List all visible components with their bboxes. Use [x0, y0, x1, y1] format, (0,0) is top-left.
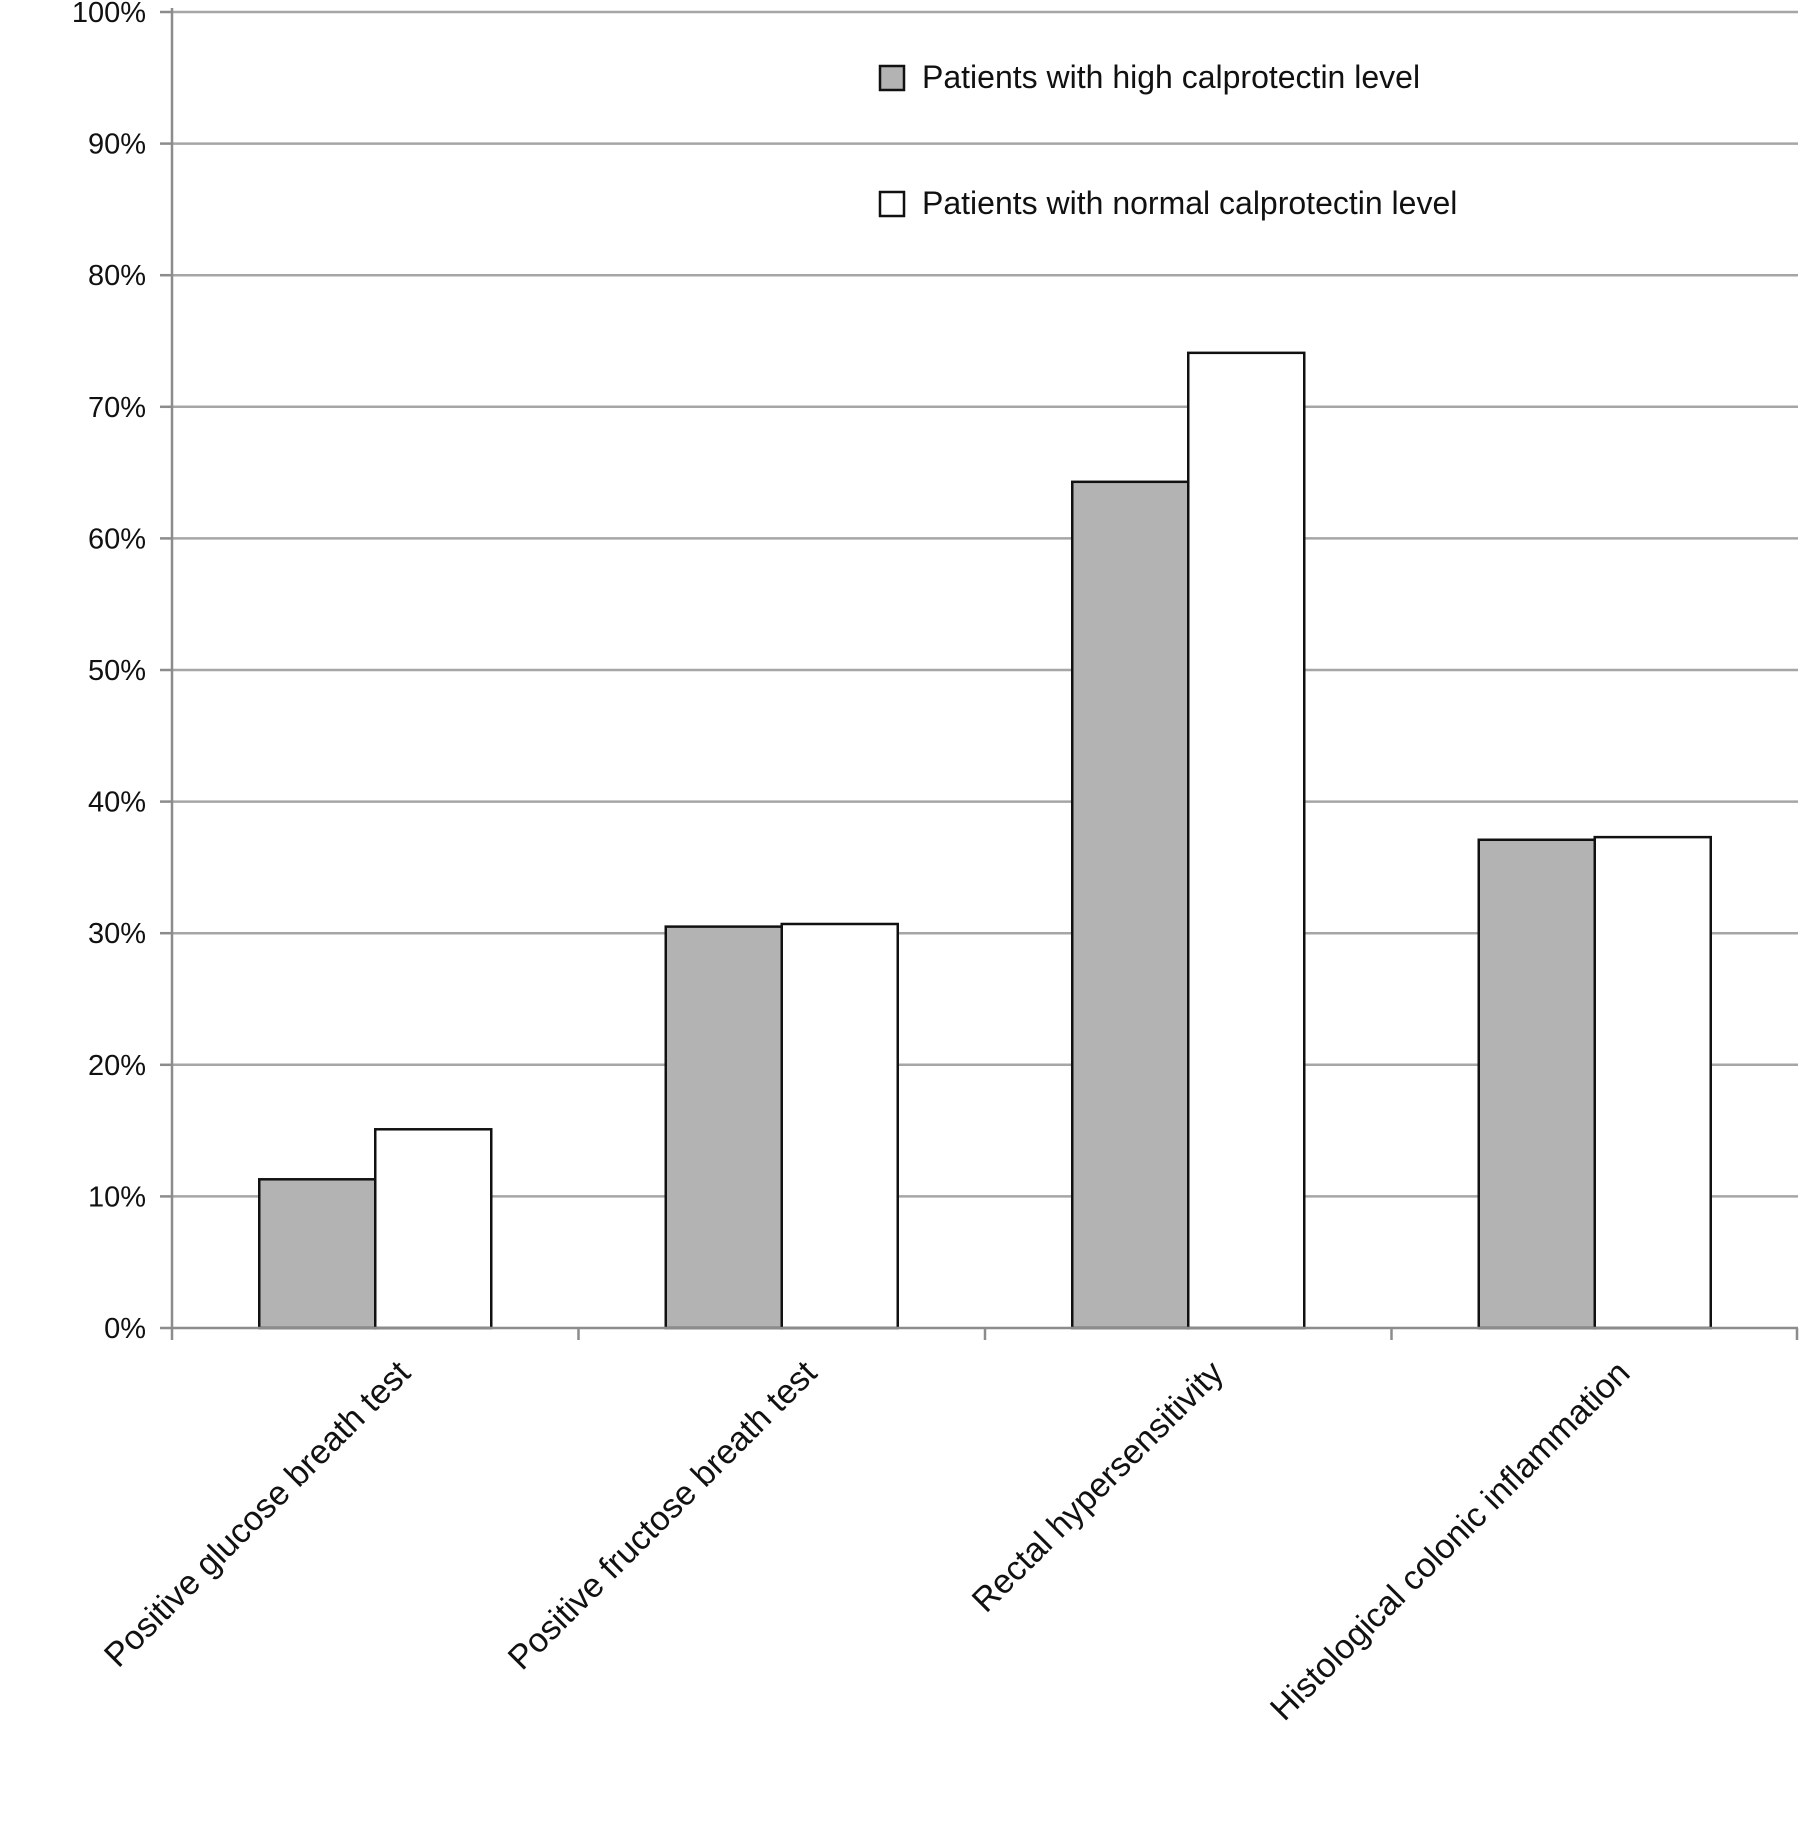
bar-high-calprotectin	[258, 1178, 377, 1330]
bar-normal-calprotectin	[780, 922, 899, 1330]
y-tick-label: 0%	[104, 1313, 146, 1345]
y-tick-label: 50%	[88, 655, 146, 687]
legend: Patients with high calprotectin level Pat…	[878, 59, 1457, 221]
y-tick-label: 20%	[88, 1050, 146, 1082]
bar-normal-calprotectin	[1593, 835, 1712, 1330]
legend-label: Patients with normal calprotectin level	[922, 185, 1457, 221]
y-tick-label: 100%	[72, 0, 146, 29]
bars	[258, 351, 1712, 1330]
y-tick-label: 80%	[88, 260, 146, 292]
x-category-label: Histological colonic inflammation	[1263, 1354, 1637, 1728]
y-tick-label: 10%	[88, 1181, 146, 1213]
axes	[170, 8, 1799, 1340]
x-category-label: Rectal hypersensitivity	[965, 1354, 1231, 1620]
bar-normal-calprotectin	[374, 1128, 493, 1330]
y-axis-ticks: 0% 10% 20% 30% 40% 50% 60% 70% 80% 90% 100%	[72, 0, 172, 1345]
y-tick-label: 90%	[88, 129, 146, 161]
gridlines	[172, 10, 1798, 1198]
legend-swatch	[878, 190, 906, 218]
y-tick-label: 30%	[88, 918, 146, 950]
bar-high-calprotectin	[664, 925, 783, 1330]
legend-label: Patients with high calprotectin level	[922, 59, 1420, 95]
x-category-label: Positive fructose breath test	[501, 1353, 825, 1677]
bar-normal-calprotectin	[1187, 351, 1306, 1330]
legend-swatch	[878, 64, 906, 92]
y-tick-label: 70%	[88, 392, 146, 424]
y-tick-label: 40%	[88, 787, 146, 819]
bar-high-calprotectin	[1071, 480, 1190, 1330]
y-tick-label: 60%	[88, 523, 146, 555]
bar-high-calprotectin	[1477, 838, 1596, 1330]
x-axis-labels: Positive glucose breath test Positive fru…	[97, 1353, 1637, 1728]
x-category-label: Positive glucose breath test	[97, 1353, 418, 1674]
